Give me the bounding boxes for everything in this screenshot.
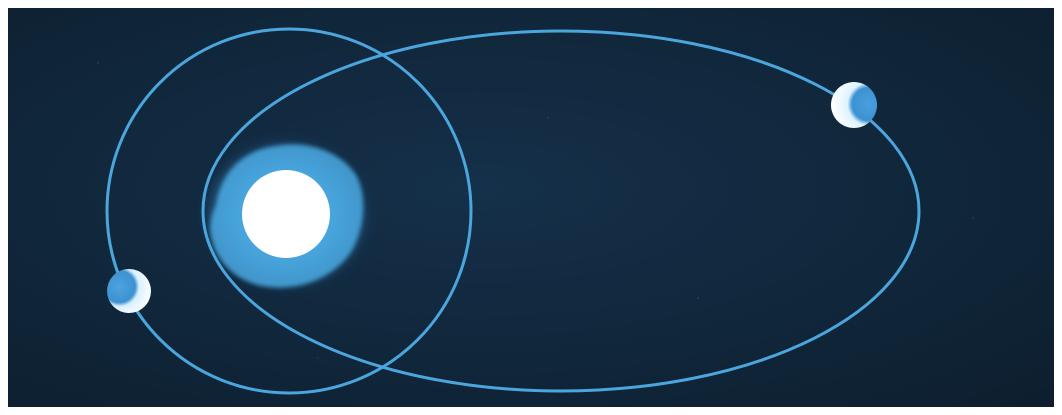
planet-left [107, 269, 151, 313]
planet-left-body [107, 269, 151, 313]
circular-orbit [105, 27, 473, 395]
orbit-diagram [8, 8, 1054, 407]
planet-right [831, 82, 877, 128]
space-texture [96, 61, 975, 359]
sun [204, 141, 368, 289]
space-background [8, 8, 1054, 407]
orbit-diagram-svg [8, 8, 1054, 407]
planet-right-body [831, 82, 877, 128]
elliptical-orbit [201, 29, 921, 393]
sun-core [242, 170, 330, 258]
